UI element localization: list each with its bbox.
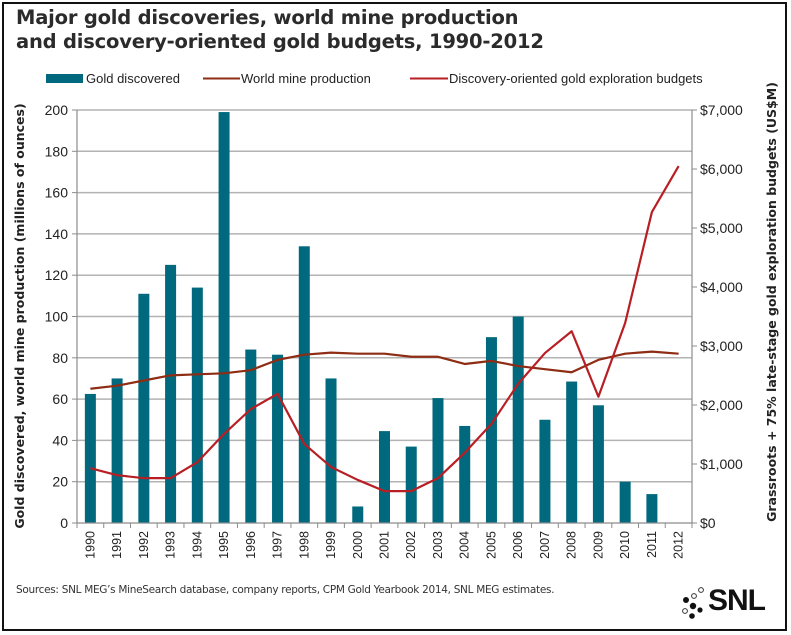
left-tick-label: 200: [45, 102, 69, 118]
bar-1992: [138, 293, 150, 523]
snl-logo: SNL: [680, 580, 784, 626]
x-tick-label: 1995: [217, 531, 231, 559]
bar-2010: [619, 481, 631, 523]
left-tick-label: 160: [45, 185, 69, 201]
right-tick-label: $3,000: [700, 338, 743, 354]
x-tick-label: 1990: [83, 531, 97, 559]
right-tick-label: $1,000: [700, 456, 743, 472]
legend-label-world-mine-production: World mine production: [241, 71, 371, 86]
right-axis-ticks: $0 $1,000 $2,000 $3,000 $4,000 $5,000 $6,000 $7…: [692, 102, 743, 531]
left-tick-label: 120: [45, 267, 69, 283]
left-axis-ticks: 0 20 40 60 80 100 120 140 160 180 200: [45, 102, 77, 531]
left-tick-label: 80: [52, 350, 68, 366]
bar-2005: [485, 337, 497, 523]
bar-2000: [352, 506, 364, 523]
x-tick-label: 2007: [538, 531, 552, 559]
left-tick-label: 140: [45, 226, 69, 242]
x-tick-label: 1998: [297, 531, 311, 559]
lines: [90, 165, 680, 493]
x-axis-ticks: 1990 1991 1992 1993 1994 1995 1996 1997 1998 1999…: [76, 523, 693, 559]
right-tick-label: $0: [700, 515, 716, 531]
chart-title: Major gold discoveries, world mine produ…: [16, 6, 544, 54]
x-tick-label: 1994: [190, 531, 204, 559]
bar-2011: [646, 494, 658, 523]
x-tick-label: 2003: [431, 531, 445, 559]
x-tick-label: 2010: [618, 531, 632, 559]
bar-2007: [539, 419, 551, 523]
x-tick-label: 2012: [672, 531, 686, 559]
bar-2003: [432, 398, 444, 523]
right-tick-label: $6,000: [700, 161, 743, 177]
legend-label-exploration-budgets: Discovery-oriented gold exploration budg…: [449, 71, 703, 86]
x-tick-label: 2009: [591, 531, 605, 559]
bar-2008: [566, 381, 578, 523]
left-tick-label: 100: [45, 309, 69, 325]
legend-swatch-gold-discovered: [46, 74, 83, 83]
left-tick-label: 180: [45, 143, 69, 159]
bar-1993: [165, 264, 177, 523]
x-tick-label: 1993: [164, 531, 178, 559]
bar-1994: [191, 287, 203, 523]
x-tick-label: 2005: [484, 531, 498, 559]
bars-gold-discovered: [84, 112, 658, 524]
bar-1997: [272, 354, 284, 523]
x-tick-label: 1992: [137, 531, 151, 559]
x-tick-label: 2000: [351, 531, 365, 559]
bar-1996: [245, 349, 257, 523]
left-tick-label: 0: [60, 515, 68, 531]
bar-2001: [379, 431, 390, 523]
x-tick-label: 2011: [645, 531, 659, 558]
right-axis-label: Grassroots + 75% late-stage gold explora…: [764, 82, 779, 522]
x-tick-label: 2001: [378, 531, 392, 559]
snl-dots-icon: [682, 587, 704, 619]
left-tick-label: 40: [52, 432, 68, 448]
x-tick-label: 1991: [110, 531, 124, 559]
x-tick-label: 2004: [458, 531, 472, 559]
chart-title-line-2: and discovery-oriented gold budgets, 199…: [16, 30, 544, 53]
bar-1995: [218, 112, 230, 523]
bar-2004: [459, 425, 471, 523]
right-tick-label: $5,000: [700, 220, 743, 236]
left-tick-label: 60: [52, 391, 68, 407]
source-note: Sources: SNL MEG’s MineSearch database, …: [16, 584, 555, 596]
snl-logo-text: SNL: [708, 584, 766, 617]
legend-label-gold-discovered: Gold discovered: [86, 71, 180, 86]
left-axis-label: Gold discovered, world mine production (…: [12, 103, 27, 528]
bar-1990: [84, 393, 96, 523]
right-tick-label: $7,000: [700, 102, 743, 118]
bar-2002: [405, 446, 417, 523]
bar-1998: [298, 246, 310, 524]
x-tick-label: 2008: [565, 531, 579, 559]
bar-1999: [325, 378, 337, 523]
x-tick-label: 2002: [404, 531, 418, 559]
x-tick-label: 2006: [511, 531, 525, 559]
bar-1991: [111, 378, 123, 523]
chart-title-line-1: Major gold discoveries, world mine produ…: [16, 6, 519, 29]
bar-2009: [592, 405, 604, 523]
x-tick-label: 1996: [244, 531, 258, 559]
x-tick-label: 1997: [271, 531, 285, 559]
right-tick-label: $2,000: [700, 397, 743, 413]
left-tick-label: 20: [52, 474, 68, 490]
legend: Gold discovered World mine production Di…: [46, 71, 703, 86]
bar-2006: [512, 316, 524, 523]
right-tick-label: $4,000: [700, 279, 743, 295]
x-tick-label: 1999: [324, 531, 338, 559]
